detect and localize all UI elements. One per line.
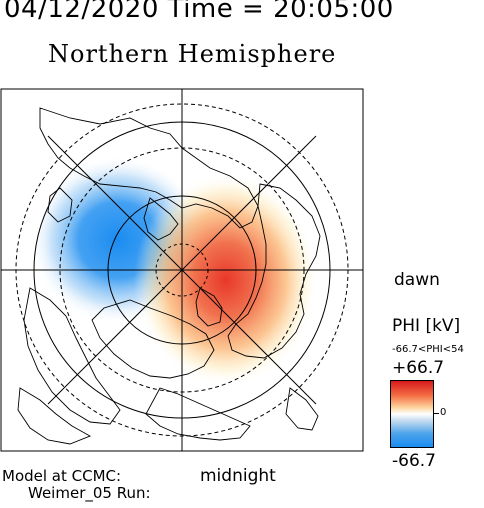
hemisphere-title: Northern Hemisphere (48, 40, 337, 68)
polar-potential-map (0, 88, 364, 452)
colorbar-title: PHI [kV] (392, 316, 461, 336)
date-time-title: 04/12/2020 Time = 20:05:00 (4, 0, 394, 24)
model-label: Model at CCMC: (2, 467, 122, 485)
colorbar-zero-label: 0 (440, 407, 447, 418)
colorbar-min-label: -66.7 (392, 451, 436, 471)
meridian-diagonal-2 (47, 135, 317, 405)
colorbar-gradient (390, 380, 434, 448)
colorbar-max-label: +66.7 (392, 358, 445, 378)
colorbar-zero-tick (434, 413, 439, 414)
colorbar-range: -66.7<PHI<54 (392, 344, 464, 355)
dawn-label: dawn (394, 270, 440, 290)
positive-potential-cell (134, 174, 318, 386)
coastlines (17, 107, 321, 445)
run-label: Weimer_05 Run: (28, 484, 151, 502)
graticule (1, 89, 363, 451)
potential-cells (34, 156, 318, 386)
midnight-label: midnight (200, 466, 276, 486)
